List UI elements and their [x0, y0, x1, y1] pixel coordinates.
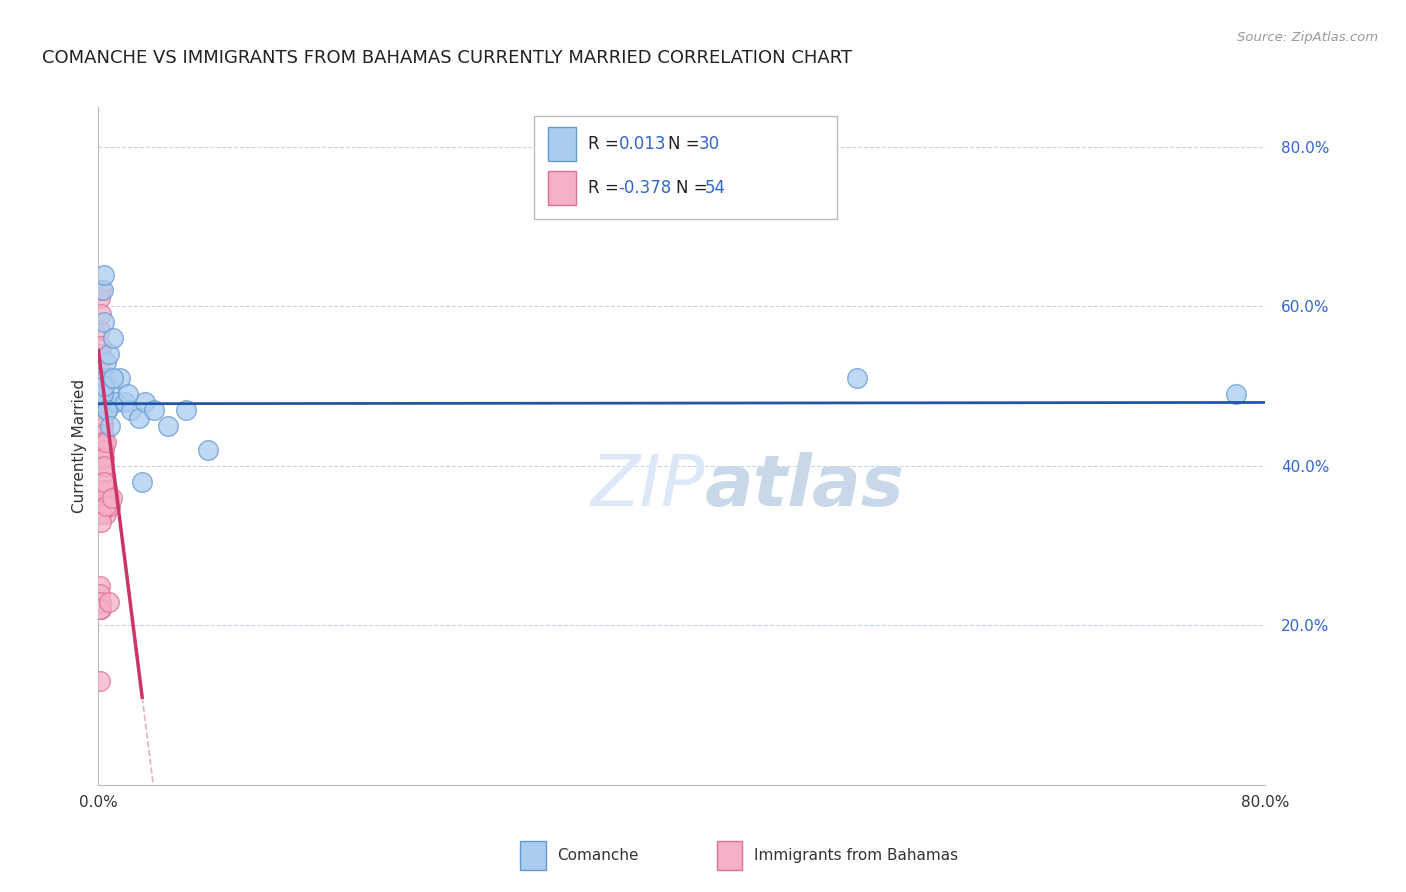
Point [90, 379, 112, 393]
Point [90, 602, 112, 616]
Point [93, 442, 115, 457]
Point [120, 403, 142, 417]
Point [91, 403, 114, 417]
Point [89, 323, 111, 337]
Point [157, 419, 180, 434]
Text: COMANCHE VS IMMIGRANTS FROM BAHAMAS CURRENTLY MARRIED CORRELATION CHART: COMANCHE VS IMMIGRANTS FROM BAHAMAS CURR… [42, 49, 852, 67]
Y-axis label: Currently Married: Currently Married [72, 379, 87, 513]
Point [89, 674, 111, 689]
Point [93, 475, 115, 489]
Text: Comanche: Comanche [557, 848, 638, 863]
Point [89, 578, 111, 592]
Point [89, 594, 111, 608]
Point [98, 387, 121, 401]
Text: R =: R = [588, 135, 624, 153]
Point [91, 435, 114, 450]
Point [128, 411, 150, 425]
Point [90, 387, 112, 401]
Point [1225, 387, 1247, 401]
Point [96, 403, 118, 417]
Point [91, 450, 114, 465]
Point [90, 284, 112, 298]
Point [96, 403, 118, 417]
Point [90, 347, 112, 361]
Point [93, 379, 115, 393]
Text: -0.378: -0.378 [619, 179, 672, 197]
Point [90, 507, 112, 521]
Text: ZIP: ZIP [591, 452, 706, 521]
Point [91, 284, 114, 298]
Point [90, 483, 112, 497]
Point [91, 427, 114, 442]
Point [114, 395, 136, 409]
Point [90, 339, 112, 353]
Point [93, 435, 115, 450]
Point [174, 403, 197, 417]
Point [104, 395, 127, 409]
Point [94, 507, 117, 521]
Point [846, 371, 869, 385]
Point [90, 395, 112, 409]
Text: atlas: atlas [706, 452, 905, 521]
Point [94, 491, 117, 505]
Text: 0.013: 0.013 [619, 135, 666, 153]
Point [93, 268, 115, 282]
Point [117, 387, 139, 401]
Point [89, 363, 111, 377]
Point [98, 499, 121, 513]
Point [97, 347, 120, 361]
Point [90, 395, 112, 409]
Text: Source: ZipAtlas.com: Source: ZipAtlas.com [1237, 31, 1378, 45]
Point [101, 371, 124, 385]
Point [101, 331, 124, 345]
Point [91, 395, 114, 409]
Point [90, 403, 112, 417]
Point [91, 419, 114, 434]
Point [93, 450, 115, 465]
Point [100, 491, 122, 505]
Point [97, 491, 120, 505]
Text: 54: 54 [704, 179, 725, 197]
Point [90, 395, 112, 409]
Point [134, 395, 156, 409]
Point [91, 467, 114, 481]
Point [90, 395, 112, 409]
Text: R =: R = [588, 179, 624, 197]
Point [197, 442, 219, 457]
Point [90, 387, 112, 401]
Point [91, 419, 114, 434]
Point [90, 403, 112, 417]
Point [89, 586, 111, 600]
Point [90, 594, 112, 608]
Point [110, 371, 132, 385]
Text: 30: 30 [699, 135, 720, 153]
Point [93, 458, 115, 473]
Point [97, 594, 120, 608]
Point [94, 355, 117, 369]
Point [89, 602, 111, 616]
Point [90, 307, 112, 321]
Point [142, 403, 165, 417]
Point [91, 419, 114, 434]
Point [91, 435, 114, 450]
Point [91, 411, 114, 425]
Point [89, 292, 111, 306]
Point [98, 419, 121, 434]
Text: N =: N = [668, 135, 704, 153]
Text: Immigrants from Bahamas: Immigrants from Bahamas [754, 848, 957, 863]
Point [94, 435, 117, 450]
Point [91, 435, 114, 450]
Point [131, 475, 153, 489]
Point [90, 515, 112, 529]
Point [94, 371, 117, 385]
Point [91, 387, 114, 401]
Point [94, 499, 117, 513]
Point [91, 387, 114, 401]
Point [90, 371, 112, 385]
Text: N =: N = [676, 179, 713, 197]
Point [96, 483, 118, 497]
Point [91, 427, 114, 442]
Point [91, 411, 114, 425]
Point [93, 315, 115, 329]
